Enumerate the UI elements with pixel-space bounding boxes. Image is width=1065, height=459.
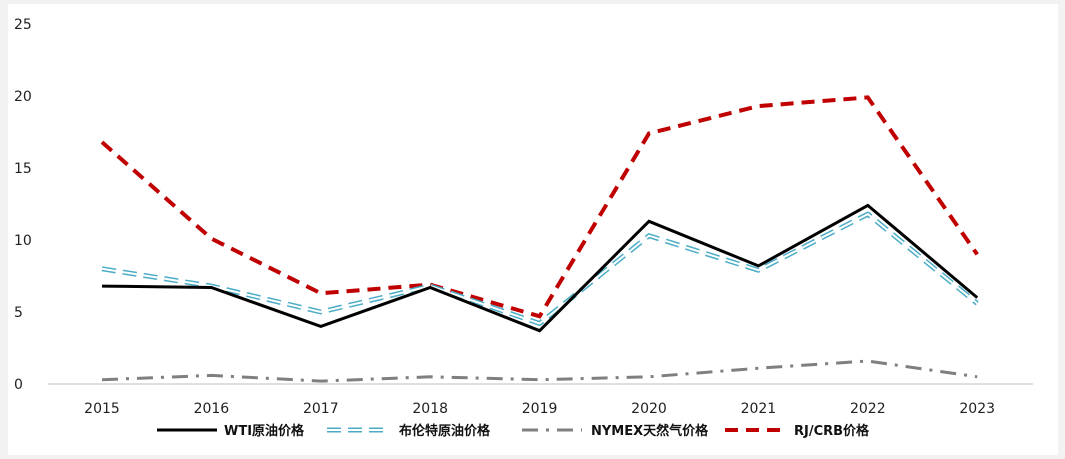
x-tick-label: 2020	[631, 401, 667, 417]
x-tick-label: 2017	[303, 401, 339, 417]
y-tick-label: 5	[14, 305, 23, 321]
series-line-1-inner	[101, 213, 978, 325]
legend-label-0: WTI原油价格	[224, 423, 305, 439]
series-line-0	[101, 203, 979, 333]
legend-label-1: 布伦特原油价格	[399, 423, 491, 439]
legend-label-2: NYMEX天然气价格	[591, 423, 709, 439]
series-line-2	[101, 359, 978, 383]
y-tick-label: 15	[14, 161, 32, 177]
x-tick-label: 2019	[522, 401, 558, 417]
x-tick-label: 2021	[741, 401, 777, 417]
series-line-1	[101, 211, 979, 326]
y-tick-label: 20	[14, 89, 32, 105]
y-tick-label: 25	[14, 17, 32, 33]
x-tick-label: 2015	[84, 401, 120, 417]
x-tick-label: 2016	[194, 401, 230, 417]
x-tick-label: 2023	[959, 401, 995, 417]
y-tick-label: 0	[14, 377, 23, 393]
legend-label-3: RJ/CRB价格	[794, 423, 870, 439]
series-line-3	[100, 95, 979, 319]
x-tick-label: 2022	[850, 401, 886, 417]
x-tick-label: 2018	[412, 401, 448, 417]
y-tick-label: 10	[14, 233, 32, 249]
